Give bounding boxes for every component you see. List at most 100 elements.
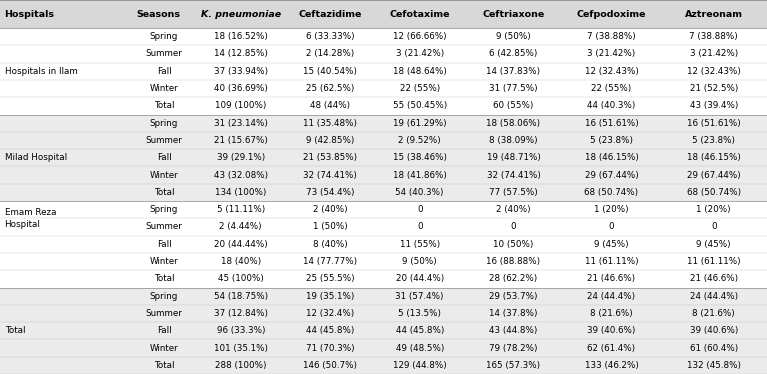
Text: 11 (61.11%): 11 (61.11%)	[687, 257, 741, 266]
Text: Fall: Fall	[156, 67, 171, 76]
Text: 3 (21.42%): 3 (21.42%)	[396, 49, 444, 58]
Text: 31 (23.14%): 31 (23.14%)	[214, 119, 268, 128]
Text: Fall: Fall	[156, 240, 171, 249]
Text: 32 (74.41%): 32 (74.41%)	[303, 171, 357, 180]
Text: 31 (77.5%): 31 (77.5%)	[489, 84, 538, 93]
Text: 16 (88.88%): 16 (88.88%)	[486, 257, 541, 266]
Text: 22 (55%): 22 (55%)	[400, 84, 439, 93]
Bar	[0, 97, 767, 114]
Bar	[0, 218, 767, 236]
Bar	[0, 62, 767, 80]
Text: 146 (50.7%): 146 (50.7%)	[303, 361, 357, 370]
Text: 9 (42.85%): 9 (42.85%)	[306, 136, 354, 145]
Text: 16 (51.61%): 16 (51.61%)	[584, 119, 638, 128]
Text: Summer: Summer	[146, 49, 183, 58]
Text: Total: Total	[154, 361, 174, 370]
Text: 20 (44.4%): 20 (44.4%)	[396, 275, 444, 283]
Text: 11 (55%): 11 (55%)	[400, 240, 439, 249]
Text: 3 (21.42%): 3 (21.42%)	[690, 49, 738, 58]
Text: 24 (44.4%): 24 (44.4%)	[690, 292, 738, 301]
Text: 1 (20%): 1 (20%)	[696, 205, 731, 214]
Text: 62 (61.4%): 62 (61.4%)	[588, 344, 636, 353]
Bar	[0, 28, 767, 45]
Text: 39 (40.6%): 39 (40.6%)	[690, 326, 738, 335]
Text: Cefotaxime: Cefotaxime	[390, 9, 450, 19]
Text: 29 (53.7%): 29 (53.7%)	[489, 292, 538, 301]
Bar	[0, 322, 767, 340]
Text: Seasons: Seasons	[137, 9, 181, 19]
Text: 19 (61.29%): 19 (61.29%)	[393, 119, 446, 128]
Text: 61 (60.4%): 61 (60.4%)	[690, 344, 738, 353]
Text: 21 (52.5%): 21 (52.5%)	[690, 84, 738, 93]
Text: Winter: Winter	[150, 171, 179, 180]
Text: 73 (54.4%): 73 (54.4%)	[306, 188, 354, 197]
Text: 20 (44.44%): 20 (44.44%)	[214, 240, 268, 249]
Text: 54 (18.75%): 54 (18.75%)	[214, 292, 268, 301]
Text: 2 (40%): 2 (40%)	[496, 205, 531, 214]
Text: 5 (23.8%): 5 (23.8%)	[693, 136, 736, 145]
Text: Summer: Summer	[146, 309, 183, 318]
Text: 15 (40.54%): 15 (40.54%)	[303, 67, 357, 76]
Bar	[0, 201, 767, 218]
Bar	[0, 114, 767, 132]
Text: 6 (42.85%): 6 (42.85%)	[489, 49, 538, 58]
Text: 7 (38.88%): 7 (38.88%)	[690, 32, 738, 41]
Text: 49 (48.5%): 49 (48.5%)	[396, 344, 444, 353]
Text: 10 (50%): 10 (50%)	[493, 240, 534, 249]
Text: Total: Total	[5, 326, 25, 335]
Text: 129 (44.8%): 129 (44.8%)	[393, 361, 446, 370]
Text: 0: 0	[417, 205, 423, 214]
Text: 9 (45%): 9 (45%)	[594, 240, 629, 249]
Text: 39 (40.6%): 39 (40.6%)	[588, 326, 636, 335]
Text: 133 (46.2%): 133 (46.2%)	[584, 361, 638, 370]
Text: 8 (21.6%): 8 (21.6%)	[693, 309, 735, 318]
Text: 11 (61.11%): 11 (61.11%)	[584, 257, 638, 266]
Text: 43 (44.8%): 43 (44.8%)	[489, 326, 538, 335]
Bar	[0, 45, 767, 62]
Text: 9 (50%): 9 (50%)	[403, 257, 437, 266]
Text: 29 (67.44%): 29 (67.44%)	[584, 171, 638, 180]
Text: 24 (44.4%): 24 (44.4%)	[588, 292, 636, 301]
Text: 22 (55%): 22 (55%)	[591, 84, 631, 93]
Text: 21 (53.85%): 21 (53.85%)	[303, 153, 357, 162]
Text: 29 (67.44%): 29 (67.44%)	[687, 171, 741, 180]
Text: 1 (20%): 1 (20%)	[594, 205, 629, 214]
Text: 54 (40.3%): 54 (40.3%)	[396, 188, 444, 197]
Text: 18 (58.06%): 18 (58.06%)	[486, 119, 541, 128]
Text: 68 (50.74%): 68 (50.74%)	[686, 188, 741, 197]
Text: Winter: Winter	[150, 257, 179, 266]
Text: Spring: Spring	[150, 292, 178, 301]
Bar	[0, 288, 767, 305]
Text: 12 (66.66%): 12 (66.66%)	[393, 32, 446, 41]
Bar	[0, 0, 767, 28]
Text: 9 (45%): 9 (45%)	[696, 240, 731, 249]
Bar	[0, 357, 767, 374]
Text: Spring: Spring	[150, 205, 178, 214]
Text: 132 (45.8%): 132 (45.8%)	[686, 361, 741, 370]
Text: 8 (21.6%): 8 (21.6%)	[590, 309, 633, 318]
Text: Winter: Winter	[150, 344, 179, 353]
Text: 5 (23.8%): 5 (23.8%)	[590, 136, 633, 145]
Text: Cefpodoxime: Cefpodoxime	[577, 9, 647, 19]
Text: 96 (33.3%): 96 (33.3%)	[216, 326, 265, 335]
Text: 37 (12.84%): 37 (12.84%)	[214, 309, 268, 318]
Text: Total: Total	[154, 275, 174, 283]
Text: 6 (33.33%): 6 (33.33%)	[306, 32, 354, 41]
Text: Summer: Summer	[146, 223, 183, 232]
Text: 0: 0	[511, 223, 516, 232]
Text: 19 (35.1%): 19 (35.1%)	[306, 292, 354, 301]
Text: 18 (46.15%): 18 (46.15%)	[584, 153, 638, 162]
Text: 77 (57.5%): 77 (57.5%)	[489, 188, 538, 197]
Text: Fall: Fall	[156, 326, 171, 335]
Text: 14 (12.85%): 14 (12.85%)	[214, 49, 268, 58]
Bar	[0, 149, 767, 166]
Text: 71 (70.3%): 71 (70.3%)	[306, 344, 354, 353]
Text: 28 (62.2%): 28 (62.2%)	[489, 275, 538, 283]
Text: 5 (13.5%): 5 (13.5%)	[398, 309, 441, 318]
Text: 21 (46.6%): 21 (46.6%)	[690, 275, 738, 283]
Text: 11 (35.48%): 11 (35.48%)	[303, 119, 357, 128]
Text: 14 (37.83%): 14 (37.83%)	[486, 67, 541, 76]
Text: 55 (50.45%): 55 (50.45%)	[393, 101, 447, 110]
Text: K. pneumoniae: K. pneumoniae	[201, 9, 281, 19]
Text: 44 (45.8%): 44 (45.8%)	[396, 326, 444, 335]
